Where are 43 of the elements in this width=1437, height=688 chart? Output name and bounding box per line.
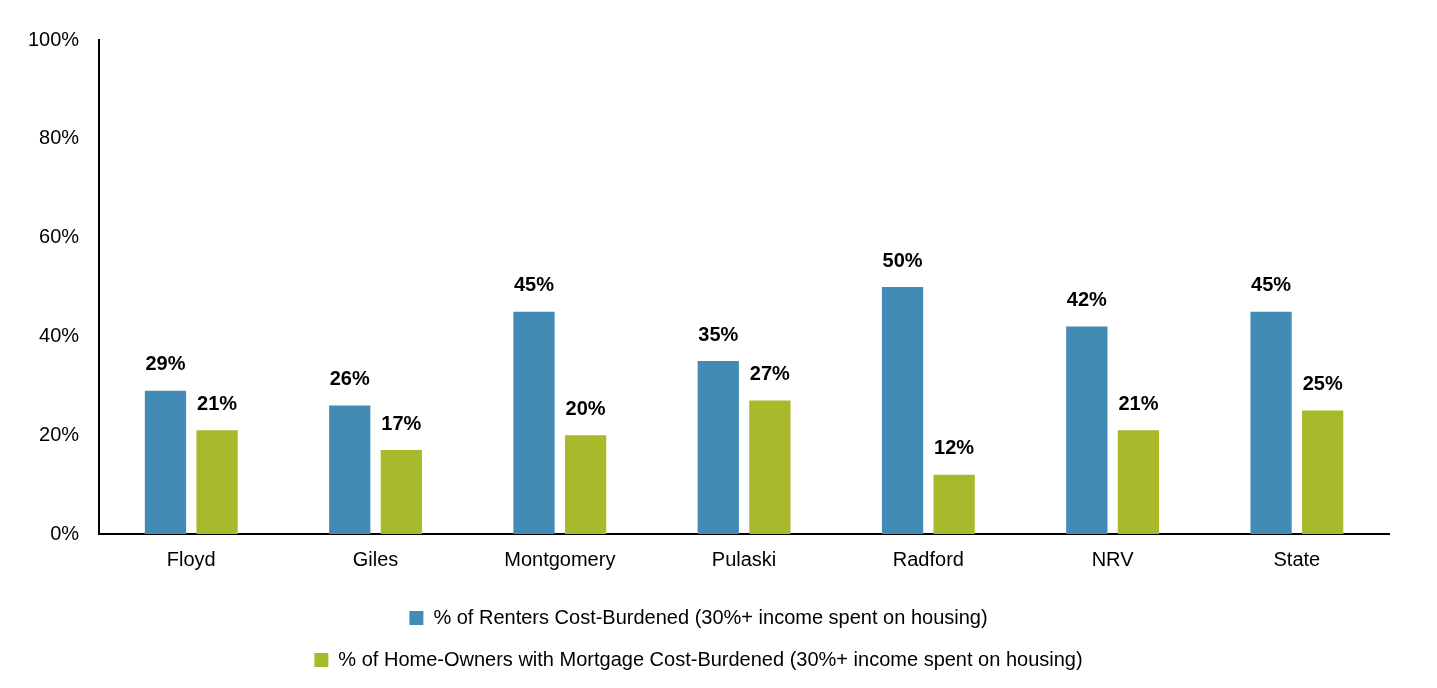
y-tick-label: 100% (28, 27, 80, 50)
y-tick-label: 40% (39, 323, 80, 346)
data-label: 29% (145, 352, 186, 375)
data-label: 12% (934, 436, 975, 459)
bar (380, 450, 422, 534)
data-label: 26% (329, 367, 370, 390)
data-label: 21% (1118, 391, 1159, 414)
data-label: 35% (698, 322, 739, 345)
bar (933, 474, 975, 534)
data-label: 17% (381, 411, 422, 434)
y-tick-label: 20% (39, 422, 80, 445)
legend-label: % of Renters Cost-Burdened (30%+ income spent on housing) (433, 605, 988, 628)
bar (329, 405, 371, 534)
bar (1302, 410, 1344, 534)
x-tick-label: Giles (352, 547, 399, 570)
y-tick-label: 0% (50, 521, 80, 544)
bar (881, 287, 924, 534)
data-label: 20% (565, 396, 606, 419)
data-label: 27% (749, 362, 791, 385)
x-tick-label: Floyd (166, 547, 216, 570)
bar (564, 435, 607, 534)
data-label: 21% (197, 391, 238, 414)
y-tick-label: 80% (39, 126, 80, 149)
bar (144, 390, 187, 534)
bar (1250, 311, 1292, 534)
bar (1066, 326, 1108, 534)
bar (513, 311, 555, 534)
x-tick-label: Radford (892, 547, 964, 570)
y-tick-label: 60% (39, 225, 80, 248)
x-tick-label: NRV (1091, 547, 1135, 570)
bar (196, 430, 238, 534)
x-tick-label: State (1273, 547, 1321, 570)
data-label: 42% (1066, 288, 1108, 311)
x-tick-label: Montgomery (504, 547, 616, 570)
bar (697, 361, 739, 534)
data-label: 25% (1302, 372, 1343, 395)
data-label: 50% (882, 248, 923, 271)
data-label: 45% (1251, 273, 1292, 296)
bar (1117, 430, 1160, 534)
legend-label: % of Home-Owners with Mortgage Cost-Burdened (30%+ income spent on housing) (338, 647, 1083, 670)
x-tick-label: Pulaski (711, 547, 777, 570)
data-label: 45% (514, 273, 555, 296)
bar (749, 400, 791, 534)
